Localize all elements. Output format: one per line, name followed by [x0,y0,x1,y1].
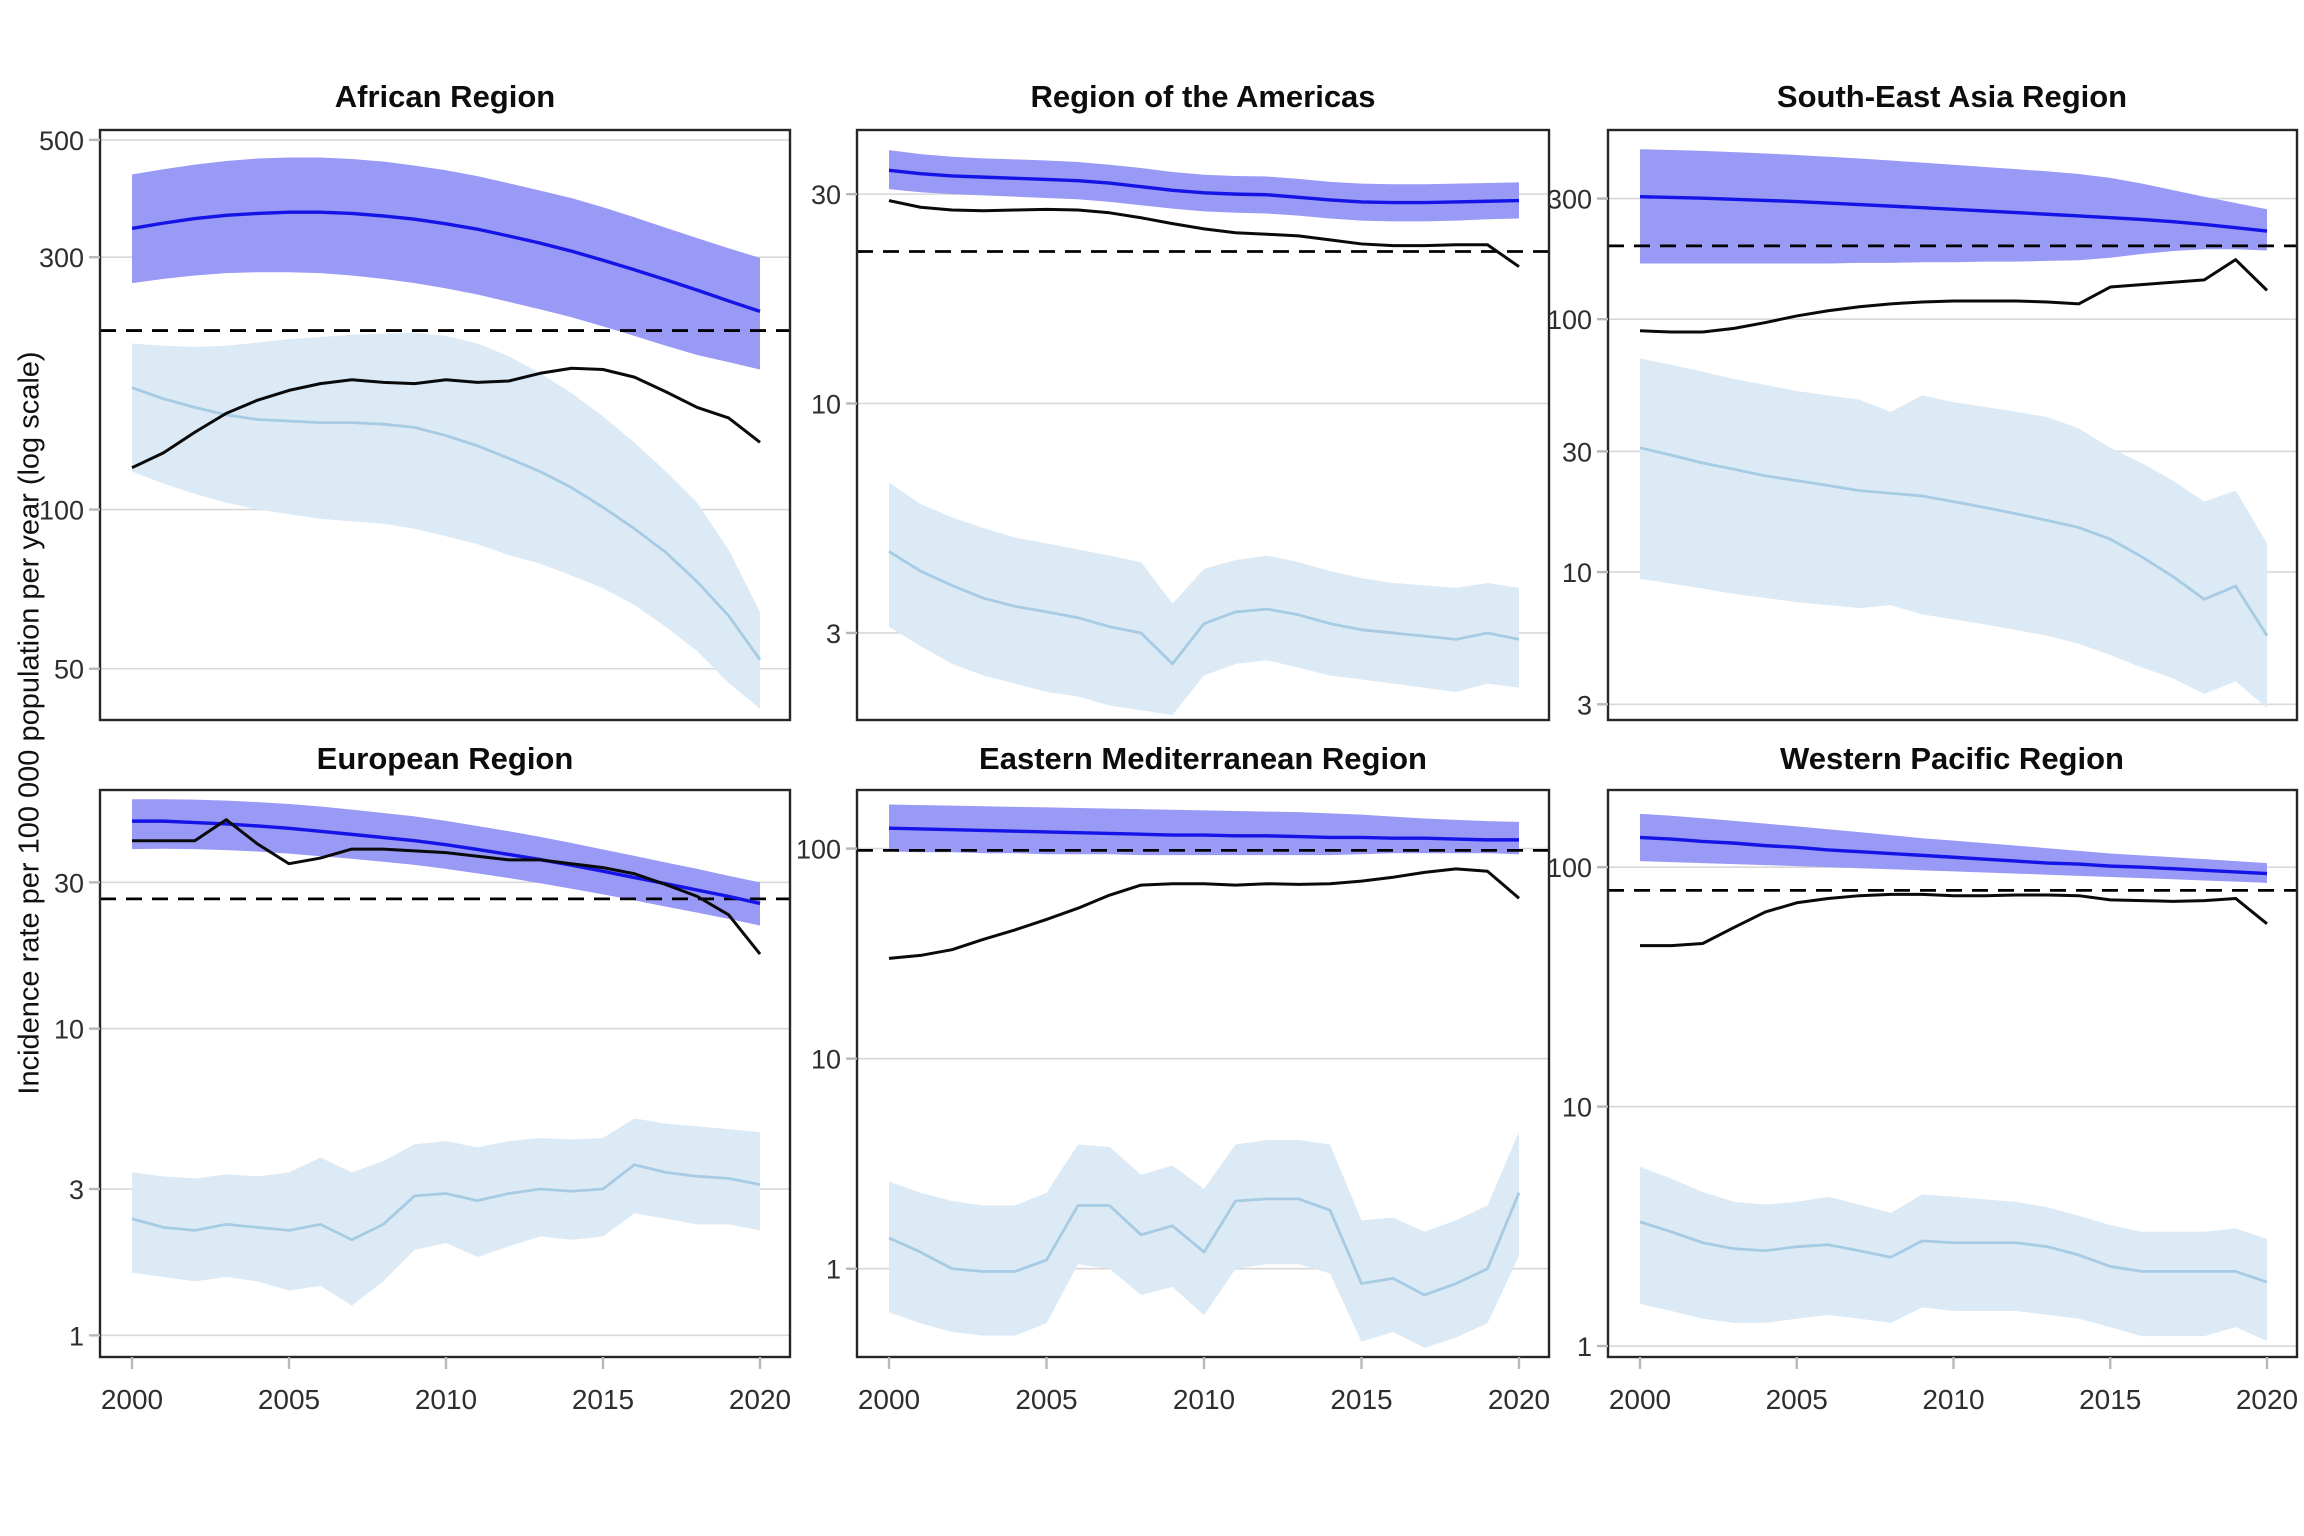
svg-text:2020: 2020 [2236,1384,2298,1415]
svg-text:100: 100 [1547,305,1592,335]
y-axis-title: Incidence rate per 100 000 population pe… [13,351,46,1095]
svg-text:3: 3 [1577,690,1592,720]
svg-text:1: 1 [826,1255,841,1285]
svg-text:10: 10 [1562,1093,1592,1123]
svg-text:2010: 2010 [1173,1384,1235,1415]
svg-text:2020: 2020 [729,1384,791,1415]
svg-text:10: 10 [811,1045,841,1075]
panel-title-european-region: European Region [316,741,574,776]
svg-text:300: 300 [39,243,84,273]
svg-text:2010: 2010 [1922,1384,1984,1415]
svg-text:1: 1 [69,1321,84,1351]
svg-text:3: 3 [69,1175,84,1205]
svg-text:2005: 2005 [1015,1384,1077,1415]
svg-text:2010: 2010 [415,1384,477,1415]
panel-title-eastern-mediterranean-region: Eastern Mediterranean Region [979,741,1427,776]
panel-title-region-of-the-americas: Region of the Americas [1030,79,1376,114]
svg-text:10: 10 [1562,558,1592,588]
svg-text:2015: 2015 [572,1384,634,1415]
svg-text:10: 10 [54,1015,84,1045]
svg-text:100: 100 [39,496,84,526]
svg-text:500: 500 [39,126,84,156]
svg-text:2020: 2020 [1488,1384,1550,1415]
svg-text:100: 100 [1547,853,1592,883]
svg-text:2000: 2000 [101,1384,163,1415]
svg-text:2015: 2015 [1330,1384,1392,1415]
svg-text:2000: 2000 [858,1384,920,1415]
svg-text:50: 50 [54,655,84,685]
svg-text:10: 10 [811,389,841,419]
svg-text:3: 3 [826,619,841,649]
svg-text:30: 30 [54,868,84,898]
panel-title-african-region: African Region [334,79,556,114]
panel-title-south-east-asia-region: South-East Asia Region [1776,79,2128,114]
svg-text:300: 300 [1547,185,1592,215]
svg-text:30: 30 [811,180,841,210]
svg-text:2005: 2005 [1766,1384,1828,1415]
svg-text:2000: 2000 [1609,1384,1671,1415]
svg-text:30: 30 [1562,437,1592,467]
panel-title-western-pacific-region: Western Pacific Region [1780,741,2124,776]
svg-text:100: 100 [796,835,841,865]
svg-text:2005: 2005 [258,1384,320,1415]
svg-text:1: 1 [1577,1332,1592,1362]
svg-text:2015: 2015 [2079,1384,2141,1415]
